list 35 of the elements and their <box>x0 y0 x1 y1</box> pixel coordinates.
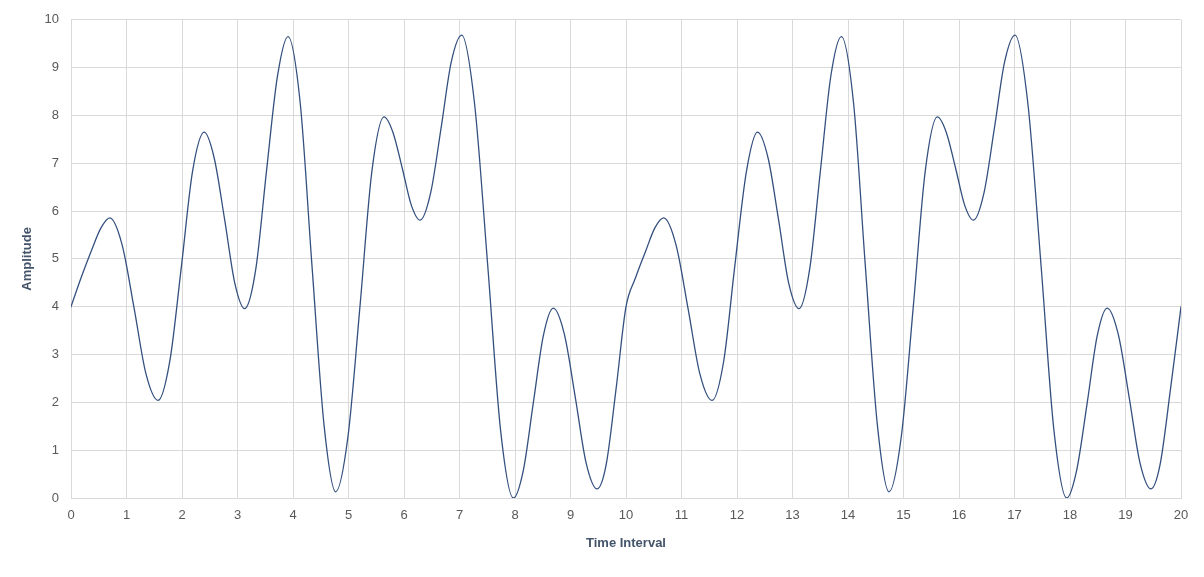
x-tick-label: 2 <box>178 507 186 523</box>
x-tick-label: 10 <box>618 507 634 523</box>
x-tick-label: 15 <box>896 507 911 523</box>
x-axis-title: Time Interval <box>586 534 666 550</box>
y-axis-title: Amplitude <box>19 227 35 291</box>
x-tick-label: 5 <box>344 507 353 523</box>
x-tick-label: 0 <box>67 507 75 523</box>
x-tick-label: 19 <box>1118 507 1133 523</box>
x-tick-label: 8 <box>511 507 519 523</box>
y-tick-label: 9 <box>51 59 59 75</box>
x-tick-label: 13 <box>785 507 800 523</box>
line-series <box>71 34 1181 498</box>
y-tick-label: 3 <box>51 346 59 362</box>
y-tick-label: 1 <box>51 441 59 457</box>
x-tick-label: 4 <box>289 507 297 523</box>
x-tick-label: 12 <box>729 507 745 523</box>
x-tick-label: 1 <box>122 507 131 523</box>
x-tick-label: 20 <box>1173 507 1189 523</box>
x-tick-label: 11 <box>674 507 689 523</box>
x-tick-label: 18 <box>1062 507 1078 523</box>
x-tick-label: 16 <box>951 507 967 523</box>
y-tick-label: 10 <box>44 11 59 27</box>
y-tick-label: 6 <box>51 202 59 218</box>
y-tick-label: 8 <box>51 107 59 123</box>
y-tick-label: 2 <box>51 393 59 409</box>
x-tick-label: 6 <box>400 507 408 523</box>
x-tick-label: 7 <box>455 507 464 523</box>
x-tick-label: 3 <box>233 507 242 523</box>
y-tick-label: 5 <box>51 250 59 266</box>
x-tick-label: 17 <box>1007 507 1022 523</box>
x-tick-label: 9 <box>566 507 575 523</box>
y-tick-label: 0 <box>51 489 59 505</box>
y-tick-label: 7 <box>51 154 59 170</box>
x-tick-label: 14 <box>840 507 856 523</box>
y-tick-label: 4 <box>51 298 59 314</box>
